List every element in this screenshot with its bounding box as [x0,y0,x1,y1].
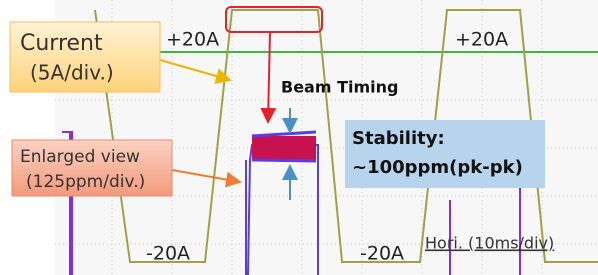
level-label: +20A [455,29,508,51]
level-label: -20A [146,243,190,265]
label: Current [20,31,103,56]
figure: Current (5A/div.) Enlarged view (125ppm/… [0,0,598,275]
label: Enlarged view [20,147,140,167]
label: Hori. (10ms/div) [425,234,554,253]
label: Beam Timing [281,78,398,97]
label: (5A/div.) [30,61,114,85]
level-label: -20A [360,243,404,265]
label: ~100ppm(pk-pk) [352,157,523,178]
level-label: +20A [166,29,219,51]
label: Stability: [352,128,445,149]
label: (125ppm/div.) [26,172,145,192]
